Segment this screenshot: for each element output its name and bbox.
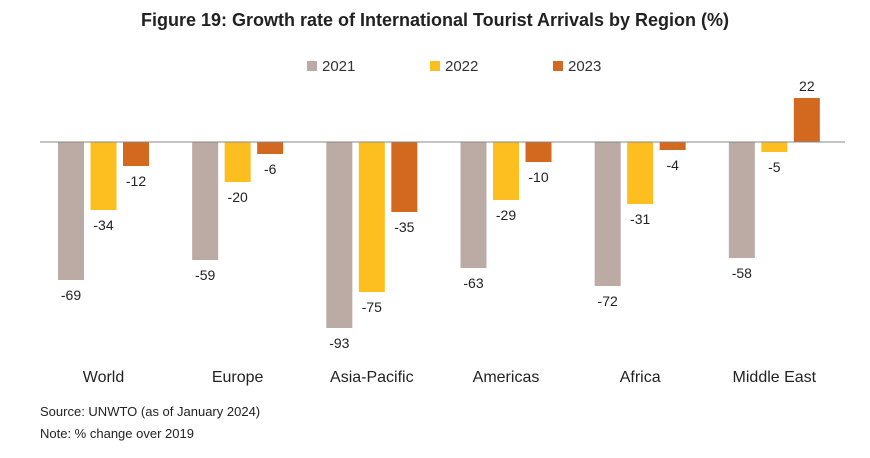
data-label: -75	[362, 299, 382, 315]
bar-europe-2022	[224, 142, 251, 182]
legend-item-2023: 2023	[553, 58, 601, 75]
legend-item-2022: 2022	[430, 58, 478, 75]
legend-swatch	[553, 61, 563, 71]
bar-asia-pacific-2022	[358, 142, 385, 292]
legend-swatch	[430, 61, 440, 71]
legend: 2021 2022 2023	[0, 58, 870, 78]
data-label: -4	[666, 157, 679, 173]
data-label: -35	[394, 219, 414, 235]
bar-asia-pacific-2023	[391, 142, 418, 212]
legend-label: 2022	[445, 58, 479, 75]
bar-middle-east-2021	[728, 142, 755, 258]
bar-americas-2021	[460, 142, 487, 268]
source-note: Source: UNWTO (as of January 2024)	[40, 404, 261, 419]
category-label: Middle East	[733, 369, 817, 386]
bar-world-2022	[90, 142, 117, 210]
data-label: -20	[228, 189, 248, 205]
data-label: -10	[528, 169, 548, 185]
bar-world-2023	[123, 142, 149, 166]
bar-europe-2021	[192, 142, 219, 260]
bar-europe-2023	[257, 142, 284, 154]
bar-asia-pacific-2021	[326, 142, 353, 328]
bar-world-2021	[58, 142, 84, 280]
bar-americas-2023	[525, 142, 552, 162]
bar-middle-east-2023	[793, 98, 820, 142]
data-label: -12	[126, 173, 146, 189]
data-label: -31	[630, 211, 650, 227]
data-label: -5	[768, 159, 781, 175]
category-label: World	[83, 369, 125, 386]
category-label: Asia-Pacific	[330, 369, 414, 386]
data-label: -93	[329, 335, 349, 351]
category-label: Europe	[212, 369, 264, 386]
footnote: Note: % change over 2019	[40, 426, 194, 441]
data-label: -72	[598, 293, 618, 309]
data-label: -59	[195, 267, 215, 283]
data-label: -69	[61, 287, 81, 303]
data-label: -29	[496, 207, 516, 223]
bar-africa-2022	[627, 142, 654, 204]
bar-middle-east-2022	[761, 142, 788, 152]
bar-africa-2021	[594, 142, 621, 286]
legend-item-2021: 2021	[307, 58, 355, 75]
legend-label: 2023	[568, 58, 602, 75]
bar-africa-2023	[659, 142, 686, 150]
category-label: Africa	[620, 369, 661, 386]
chart-title: Figure 19: Growth rate of International …	[140, 10, 730, 30]
data-label: -6	[264, 161, 277, 177]
data-label: 22	[799, 78, 815, 94]
data-label: -63	[463, 275, 483, 291]
bar-americas-2022	[493, 142, 519, 200]
data-label: -58	[732, 265, 752, 281]
data-label: -34	[93, 217, 113, 233]
legend-label: 2021	[322, 58, 356, 75]
legend-swatch	[307, 61, 317, 71]
bar-chart: -69 -34 -12 World -59 -20 -6 Europe -93 -75 -35 Asi…	[40, 78, 845, 386]
category-label: Americas	[473, 369, 540, 386]
